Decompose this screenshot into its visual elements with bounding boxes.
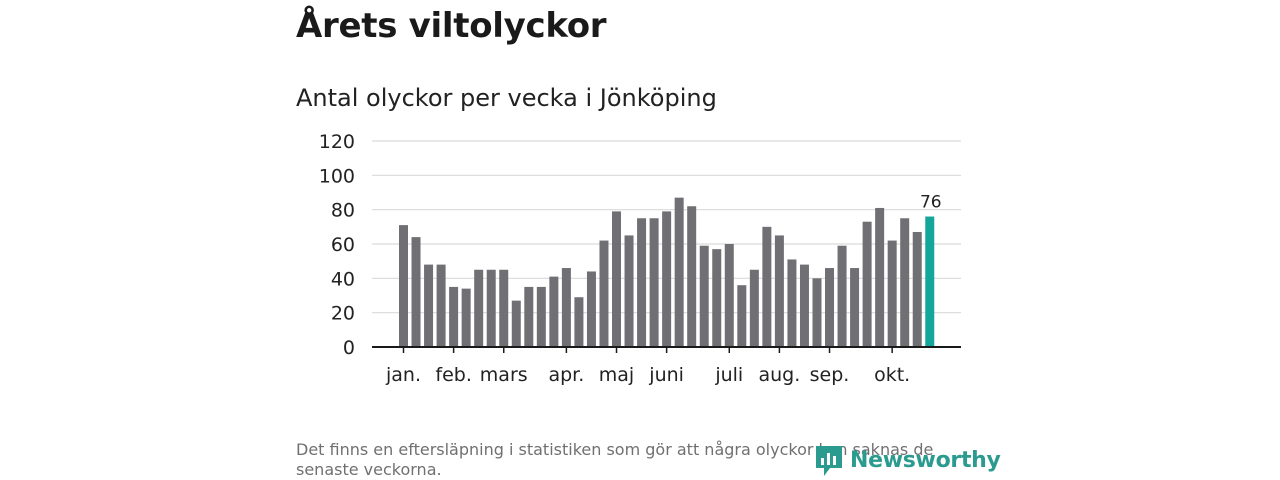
bar bbox=[662, 211, 672, 347]
bar bbox=[511, 300, 521, 347]
newsworthy-logo-icon bbox=[816, 446, 842, 476]
bar bbox=[787, 259, 797, 347]
bar bbox=[812, 278, 822, 347]
y-tick-label: 100 bbox=[319, 165, 355, 187]
bar bbox=[699, 245, 709, 347]
footnote: Det finns en eftersläpning i statistiken… bbox=[296, 440, 934, 479]
bar bbox=[561, 268, 571, 347]
bar bbox=[900, 218, 910, 347]
x-tick-label: feb. bbox=[435, 364, 471, 386]
bar bbox=[486, 269, 496, 347]
chart-title: Antal olyckor per vecka i Jönköping bbox=[296, 84, 717, 112]
bar-highlight bbox=[925, 216, 935, 347]
bar bbox=[499, 269, 509, 347]
bar bbox=[762, 226, 772, 347]
y-tick-label: 40 bbox=[331, 268, 355, 290]
x-tick-label: jan. bbox=[385, 364, 421, 386]
bar bbox=[687, 206, 697, 347]
y-tick-label: 0 bbox=[343, 337, 355, 359]
bar bbox=[399, 225, 408, 347]
x-tick-label: okt. bbox=[874, 364, 910, 386]
y-tick-label: 80 bbox=[331, 200, 355, 222]
bar bbox=[536, 286, 546, 347]
bar bbox=[524, 286, 534, 347]
bar bbox=[474, 269, 484, 347]
bar bbox=[837, 245, 847, 347]
bar bbox=[862, 221, 872, 347]
data-label: 76 bbox=[920, 193, 942, 213]
bar bbox=[599, 240, 609, 347]
bar bbox=[612, 211, 622, 347]
bar bbox=[724, 244, 734, 347]
bar bbox=[637, 218, 647, 347]
bar bbox=[461, 288, 471, 347]
bar bbox=[875, 207, 885, 347]
bar bbox=[674, 197, 684, 347]
bar bbox=[436, 264, 446, 347]
bar bbox=[411, 237, 421, 347]
bar bbox=[887, 240, 897, 347]
bar bbox=[424, 264, 434, 347]
x-tick-label: juli bbox=[714, 364, 743, 386]
bar bbox=[825, 268, 835, 347]
y-tick-label: 60 bbox=[331, 234, 355, 256]
x-tick-label: apr. bbox=[548, 364, 584, 386]
x-tick-label: juni bbox=[648, 364, 684, 386]
brand-name: Newsworthy bbox=[850, 448, 1001, 473]
bar bbox=[712, 249, 722, 347]
bar bbox=[574, 297, 584, 347]
y-tick-label: 120 bbox=[319, 131, 355, 153]
bar bbox=[774, 235, 784, 347]
y-tick-label: 20 bbox=[331, 303, 355, 325]
x-tick-label: mars bbox=[480, 364, 528, 386]
bar bbox=[912, 231, 922, 347]
bar bbox=[449, 286, 459, 347]
bar bbox=[549, 276, 559, 347]
x-tick-label: sep. bbox=[810, 364, 850, 386]
bar bbox=[799, 264, 809, 347]
bar bbox=[586, 271, 596, 347]
bar bbox=[737, 285, 747, 347]
bar bbox=[649, 218, 659, 347]
bar bbox=[850, 268, 860, 347]
x-tick-label: aug. bbox=[759, 364, 801, 386]
bar bbox=[749, 269, 759, 347]
headline: Årets viltolyckor bbox=[296, 6, 607, 46]
newsworthy-brand[interactable]: Newsworthy bbox=[814, 444, 1001, 478]
x-tick-label: maj bbox=[599, 364, 634, 386]
bar bbox=[624, 235, 634, 347]
